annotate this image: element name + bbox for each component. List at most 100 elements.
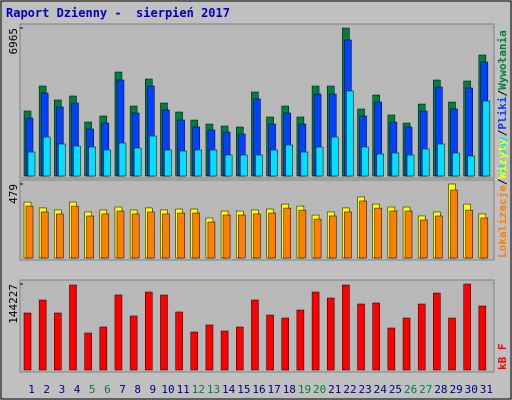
x-tick-label: 24 — [374, 383, 388, 396]
bar — [240, 154, 248, 177]
x-tick-label: 14 — [222, 383, 236, 396]
legend-entry: Strony — [496, 136, 509, 176]
bar — [435, 215, 443, 259]
legend-entry: Lokalizacje — [496, 185, 509, 258]
bar — [296, 309, 305, 371]
bar — [149, 135, 157, 177]
bar — [114, 294, 123, 371]
bar — [224, 154, 233, 177]
x-tick-label: 23 — [359, 383, 372, 396]
x-tick-label: 6 — [104, 383, 111, 396]
bar — [99, 326, 108, 371]
bar — [346, 90, 354, 177]
x-tick-label: 18 — [283, 383, 296, 396]
legend: kB F — [496, 344, 509, 371]
bar — [270, 149, 278, 177]
bar — [404, 210, 413, 259]
bar — [266, 314, 274, 371]
bar — [71, 205, 79, 259]
bar — [40, 211, 49, 259]
legend-entry: Pliki — [496, 96, 509, 129]
bar — [164, 149, 172, 177]
chart-title: Raport Dzienny - sierpień 2017 — [6, 6, 230, 20]
x-tick-label: 28 — [434, 383, 447, 396]
x-tick-label: 31 — [480, 383, 493, 396]
bar — [357, 303, 365, 371]
bar — [283, 207, 291, 259]
legend: Lokalizacje/Wizyty — [496, 138, 509, 258]
bar — [311, 291, 320, 371]
legend-entry: Wizyty — [496, 138, 509, 178]
bar — [298, 209, 307, 259]
bar — [478, 305, 487, 371]
bar — [448, 317, 456, 371]
bar — [116, 210, 125, 259]
bar — [27, 151, 36, 177]
x-tick-label: 12 — [192, 383, 205, 396]
x-tick-label: 1 — [28, 383, 35, 396]
bar — [372, 302, 380, 371]
bar — [268, 212, 276, 259]
x-tick-label: 13 — [207, 383, 220, 396]
bar — [177, 212, 185, 259]
bar — [118, 142, 127, 177]
x-tick-label: 5 — [89, 383, 96, 396]
x-tick-label: 25 — [389, 383, 402, 396]
x-tick-label: 4 — [74, 383, 81, 396]
bar — [209, 149, 218, 177]
bar — [326, 297, 335, 371]
bar — [58, 143, 66, 177]
bar — [23, 312, 32, 371]
x-tick-label: 7 — [119, 383, 126, 396]
y-tick-label: 144227 — [7, 284, 20, 324]
legend-entry: Wywołania — [496, 30, 509, 90]
bar — [480, 217, 489, 259]
legend-separator: / — [496, 129, 509, 136]
bar — [162, 213, 170, 259]
bar — [86, 215, 94, 259]
legend: Strony/Pliki/Wywołania — [496, 30, 509, 176]
bar — [419, 219, 428, 259]
x-tick-label: 19 — [298, 383, 311, 396]
bar — [361, 146, 369, 177]
bar — [285, 144, 293, 177]
bar — [313, 218, 322, 259]
bar — [101, 213, 110, 259]
bar — [129, 315, 138, 371]
bar — [56, 213, 64, 259]
bar — [88, 146, 96, 177]
bar — [437, 143, 445, 177]
bar — [192, 212, 201, 259]
bar — [238, 214, 246, 259]
bar — [84, 332, 92, 371]
bar — [450, 189, 458, 259]
x-tick-label: 11 — [177, 383, 190, 396]
x-tick-label: 15 — [237, 383, 250, 396]
bar — [452, 152, 460, 177]
x-tick-label: 22 — [343, 383, 356, 396]
x-tick-label: 26 — [404, 383, 417, 396]
bar — [103, 149, 112, 177]
bar — [131, 213, 140, 259]
x-tick-label: 20 — [313, 383, 326, 396]
bar — [421, 148, 430, 177]
bar — [402, 317, 411, 371]
x-tick-label: 3 — [59, 383, 66, 396]
bar — [205, 324, 214, 371]
bar — [220, 330, 229, 371]
bar — [300, 151, 309, 177]
bar — [179, 150, 187, 177]
legend-separator: / — [496, 90, 509, 97]
bar — [344, 211, 352, 259]
x-tick-label: 9 — [150, 383, 157, 396]
bar — [73, 145, 81, 177]
bar — [175, 311, 183, 371]
bar — [465, 209, 473, 259]
bar — [342, 284, 350, 371]
x-tick-label: 10 — [161, 383, 174, 396]
bar — [417, 303, 426, 371]
bar — [376, 153, 384, 177]
bar — [54, 312, 62, 371]
